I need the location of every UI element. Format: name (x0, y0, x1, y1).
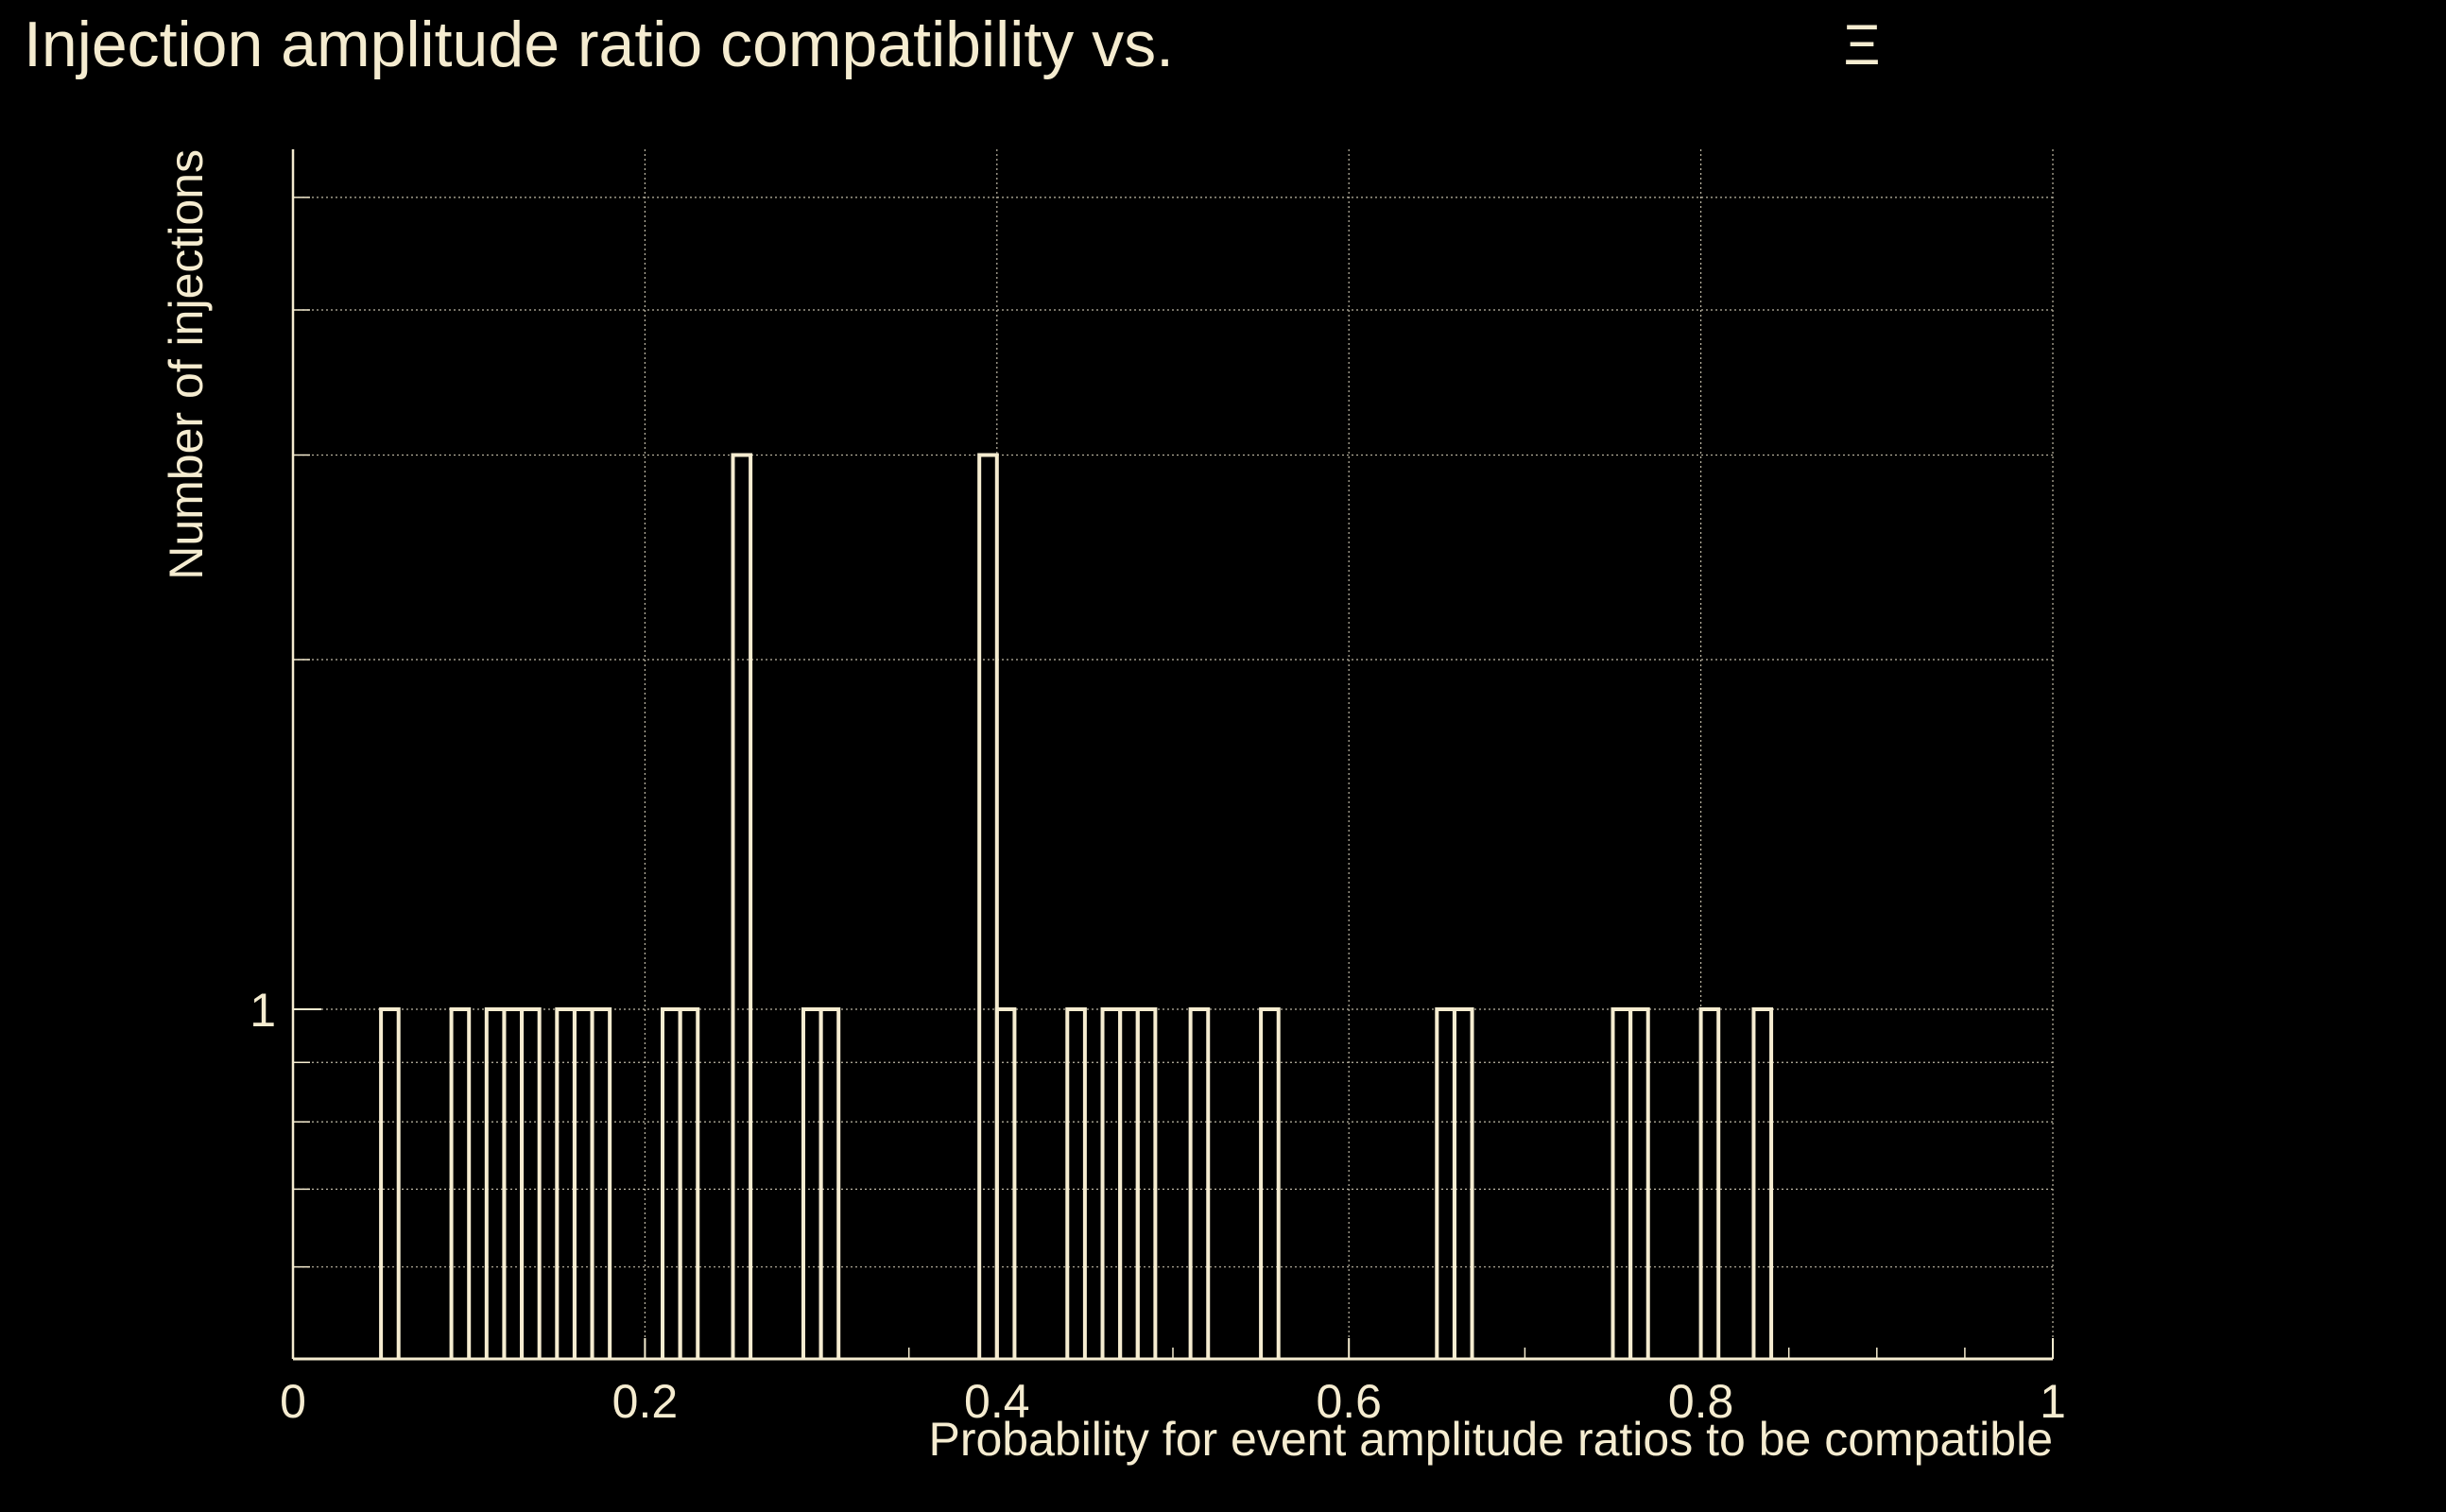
histogram-bar (379, 1007, 401, 1359)
histogram-bar (818, 1007, 841, 1359)
histogram-bar (977, 453, 999, 1359)
histogram-bar (1135, 1007, 1158, 1359)
histogram-bars (379, 453, 1774, 1359)
histogram-bar (1751, 1007, 1774, 1359)
histogram-bar (449, 1007, 472, 1359)
x-axis-label: Probability for event amplitude ratios t… (928, 1413, 2053, 1466)
histogram-bar (1259, 1007, 1281, 1359)
histogram-bar (731, 453, 753, 1359)
y-tick-label: 1 (250, 984, 276, 1037)
chart-title: Injection amplitude ratio compatibility … (24, 9, 1174, 80)
histogram-bar (1065, 1007, 1087, 1359)
histogram-bar (590, 1007, 612, 1359)
x-tick-label: 0.4 (964, 1375, 1030, 1428)
histogram-bar (520, 1007, 542, 1359)
histogram-bar (1188, 1007, 1211, 1359)
x-tick-label: 1 (2040, 1375, 2066, 1428)
x-tick-label: 0.8 (1668, 1375, 1734, 1428)
histogram-bar (678, 1007, 700, 1359)
chart-title-symbol: Ξ (1844, 13, 1881, 77)
axis-ticks: 0 0.2 0.4 0.6 0.8 1 1 (250, 197, 2066, 1428)
x-tick-label: 0.6 (1316, 1375, 1382, 1428)
histogram-bar (1628, 1007, 1650, 1359)
histogram-bar (994, 1007, 1017, 1359)
x-tick-label: 0 (280, 1375, 306, 1428)
x-tick-label: 0.2 (612, 1375, 679, 1428)
grid-lines (292, 149, 2054, 1359)
histogram-bar (1452, 1007, 1474, 1359)
histogram-bar (1698, 1007, 1721, 1359)
y-axis-label: Number of injections (160, 149, 213, 580)
